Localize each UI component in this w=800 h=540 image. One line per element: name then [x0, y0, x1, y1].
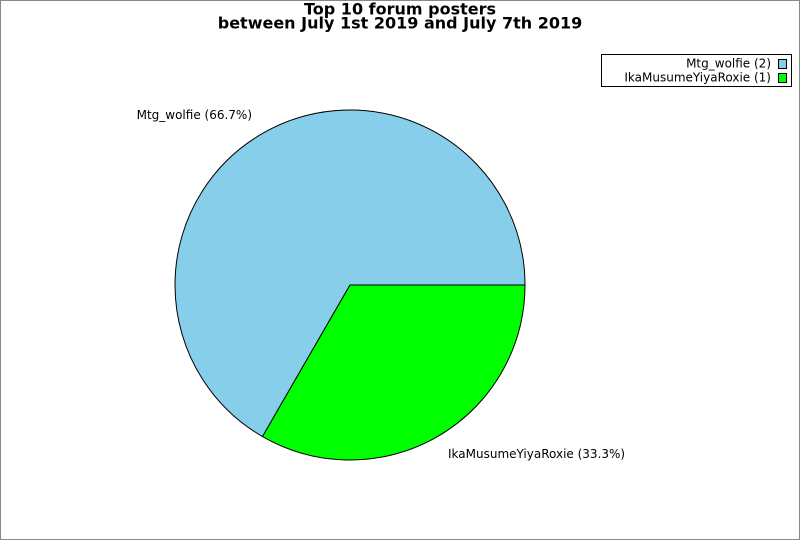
chart-title: Top 10 forum posters	[304, 0, 496, 19]
legend-label: Mtg_wolfie (2)	[686, 57, 771, 71]
pie-slice	[261, 284, 526, 461]
legend-label: IkaMusumeYiyaRoxie (1)	[624, 71, 771, 85]
slice-label: Mtg_wolfie (66.7%)	[137, 108, 252, 122]
legend-box	[601, 54, 792, 87]
legend-swatch	[778, 59, 787, 69]
slice-label: IkaMusumeYiyaRoxie (33.3%)	[448, 447, 625, 461]
legend-swatch	[778, 73, 787, 83]
chart-subtitle: between July 1st 2019 and July 7th 2019	[218, 14, 583, 33]
pie-slice	[174, 109, 526, 438]
